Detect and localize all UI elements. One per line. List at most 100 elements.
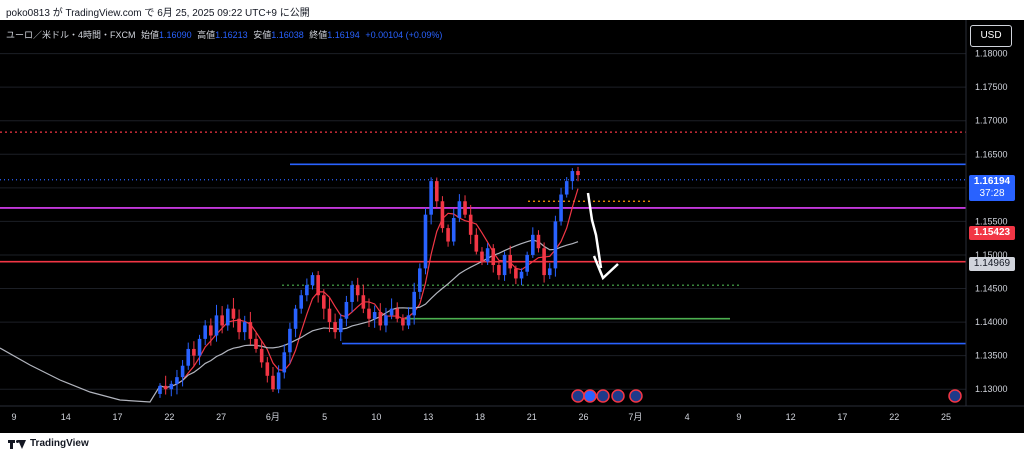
price-tick-label: 1.17000 bbox=[975, 116, 1008, 126]
time-tick-label: 21 bbox=[527, 412, 537, 422]
red-price-marker: 1.15423 bbox=[969, 226, 1015, 240]
candle-body bbox=[186, 348, 191, 366]
footer: TradingView bbox=[0, 433, 1024, 457]
tradingview-logo[interactable]: TradingView bbox=[8, 438, 89, 449]
candle-body bbox=[288, 328, 292, 353]
brand-name: TradingView bbox=[30, 438, 89, 449]
candle-body bbox=[536, 234, 541, 249]
candle-body bbox=[361, 295, 366, 309]
time-tick-label: 12 bbox=[786, 412, 796, 422]
time-tick-label: 13 bbox=[423, 412, 433, 422]
candle-body bbox=[310, 275, 315, 286]
grid-lines bbox=[0, 53, 966, 390]
candle-body bbox=[248, 322, 253, 339]
candle-body bbox=[276, 372, 281, 390]
candle-body bbox=[344, 301, 349, 319]
price-tick-label: 1.13500 bbox=[975, 351, 1008, 361]
horizontal-levels bbox=[0, 131, 966, 345]
time-tick-label: 4 bbox=[685, 412, 690, 422]
time-tick-label: 25 bbox=[941, 412, 951, 422]
flag-icon bbox=[583, 389, 597, 403]
candle-body bbox=[355, 285, 360, 296]
candle-body bbox=[169, 383, 174, 390]
candle-body bbox=[457, 201, 462, 219]
price-tick-label: 1.18000 bbox=[975, 49, 1008, 59]
legend-close-label: 終値 bbox=[309, 30, 328, 40]
candle-body bbox=[322, 295, 326, 309]
drawings bbox=[586, 192, 619, 281]
candle-body bbox=[225, 308, 230, 326]
price-tick-label: 1.14500 bbox=[975, 284, 1008, 294]
currency-label: USD bbox=[980, 30, 1002, 41]
legend-low-value: 1.16038 bbox=[271, 30, 304, 40]
candle-body bbox=[502, 254, 507, 276]
publish-line: poko0813 が TradingView.com で 6月 25, 2025… bbox=[6, 8, 310, 19]
legend: ユーロ／米ドル・4時間・FXCM 始値1.16090 高値1.16213 安値1… bbox=[6, 28, 442, 41]
candle-body bbox=[384, 315, 388, 326]
candle-body bbox=[327, 308, 332, 323]
candle-body bbox=[468, 214, 473, 235]
candle-body bbox=[440, 201, 445, 229]
candle-body bbox=[519, 271, 524, 279]
chart-area[interactable]: 1.180001.175001.170001.165001.160001.155… bbox=[0, 20, 1024, 433]
candle-body bbox=[474, 234, 479, 252]
time-scale[interactable]: 9 14 17 22 27 6月 5 10 13 18 21 26 7月 4 9 12 17 22 25 bbox=[0, 405, 1024, 422]
candle-body bbox=[220, 315, 224, 326]
price-tick-label: 1.13000 bbox=[975, 384, 1008, 394]
price-scale[interactable]: 1.180001.175001.170001.165001.160001.155… bbox=[965, 20, 1008, 406]
current-price-value: 1.16194 bbox=[973, 176, 1011, 187]
event-icon bbox=[629, 389, 643, 403]
price-tick-label: 1.15000 bbox=[975, 250, 1008, 260]
currency-button[interactable]: USD bbox=[970, 25, 1012, 47]
candle-body bbox=[491, 248, 496, 266]
moving-averages bbox=[0, 188, 579, 403]
candle-body bbox=[203, 325, 207, 339]
legend-close-value: 1.16194 bbox=[327, 30, 360, 40]
price-tick-label: 1.16500 bbox=[975, 149, 1008, 159]
candle-body bbox=[254, 338, 258, 349]
candle-body bbox=[259, 348, 264, 363]
event-markers[interactable] bbox=[571, 389, 962, 403]
time-tick-label: 22 bbox=[164, 412, 174, 422]
candle-body bbox=[531, 234, 535, 255]
candle-body bbox=[547, 268, 552, 276]
candle-body bbox=[209, 325, 213, 336]
candle-body bbox=[338, 318, 343, 333]
time-tick-label: 7月 bbox=[628, 412, 642, 422]
candle-body bbox=[446, 228, 450, 242]
candle-body bbox=[542, 248, 546, 276]
candle-body bbox=[367, 308, 371, 319]
event-icon bbox=[571, 389, 585, 403]
candle-body bbox=[265, 362, 270, 376]
candle-body bbox=[214, 315, 219, 336]
candle-body bbox=[525, 254, 529, 272]
candle-body bbox=[395, 308, 400, 319]
publish-header: poko0813 が TradingView.com で 6月 25, 2025… bbox=[0, 0, 1024, 20]
legend-high-label: 高値 bbox=[197, 30, 216, 40]
arrow-head bbox=[592, 255, 619, 281]
candle-body bbox=[180, 365, 185, 378]
down-arrow-drawing[interactable] bbox=[586, 192, 603, 269]
candle-body bbox=[485, 248, 490, 262]
candle-body bbox=[412, 291, 416, 316]
candle-body bbox=[237, 318, 241, 333]
legend-high-value: 1.16213 bbox=[215, 30, 248, 40]
candle-body bbox=[576, 171, 580, 176]
candle-body bbox=[372, 312, 377, 319]
candle-body bbox=[559, 194, 563, 222]
time-tick-label: 9 bbox=[11, 412, 16, 422]
candle-body bbox=[406, 315, 411, 326]
chart-canvas[interactable]: 1.180001.175001.170001.165001.160001.155… bbox=[0, 20, 1024, 433]
time-tick-label: 27 bbox=[216, 412, 226, 422]
current-price-countdown: 37:28 bbox=[979, 188, 1005, 199]
event-icon bbox=[948, 389, 962, 403]
ma-slow-line bbox=[0, 239, 579, 403]
price-tick-label: 1.17500 bbox=[975, 82, 1008, 92]
time-tick-label: 26 bbox=[579, 412, 589, 422]
red-price-value: 1.15423 bbox=[973, 227, 1011, 238]
time-tick-label: 18 bbox=[475, 412, 485, 422]
time-tick-label: 17 bbox=[837, 412, 847, 422]
candle-body bbox=[423, 214, 428, 269]
time-tick-label: 14 bbox=[61, 412, 71, 422]
candle-body bbox=[175, 377, 179, 384]
